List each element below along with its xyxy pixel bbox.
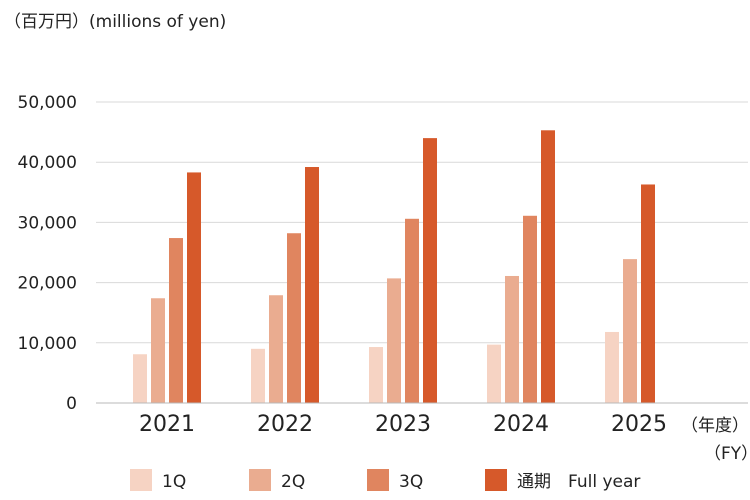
bars bbox=[133, 130, 655, 403]
bar bbox=[187, 172, 201, 403]
x-unit-label: （年度） bbox=[681, 416, 749, 436]
bar bbox=[423, 138, 437, 403]
legend: 1Q 2Q 3Q 通期 Full year bbox=[130, 469, 640, 492]
legend-label: 通期 Full year bbox=[517, 472, 640, 492]
gridlines bbox=[96, 101, 748, 344]
x-category-label: 2021 bbox=[139, 412, 195, 437]
legend-swatch bbox=[367, 469, 389, 491]
legend-swatch bbox=[249, 469, 271, 491]
x-category-labels: 2021 2022 2023 2024 2025 bbox=[139, 412, 667, 437]
bar bbox=[169, 238, 183, 403]
y-tick-label: 20,000 bbox=[18, 274, 77, 294]
bar bbox=[505, 275, 519, 403]
bar bbox=[487, 344, 501, 403]
x-category-label: 2024 bbox=[493, 412, 549, 437]
y-tick-label: 30,000 bbox=[18, 213, 77, 233]
bar bbox=[523, 215, 537, 403]
x-category-label: 2025 bbox=[611, 412, 667, 437]
x-category-label: 2023 bbox=[375, 412, 431, 437]
bar bbox=[369, 347, 383, 403]
bar bbox=[269, 295, 283, 403]
legend-label: 3Q bbox=[399, 472, 423, 492]
bar bbox=[133, 354, 147, 403]
x-category-label: 2022 bbox=[257, 412, 313, 437]
x-unit-label-en: （FY） bbox=[704, 444, 750, 464]
bar bbox=[605, 331, 619, 403]
bar bbox=[623, 259, 637, 403]
bar bbox=[541, 130, 555, 403]
legend-swatch bbox=[485, 469, 507, 491]
bar bbox=[387, 278, 401, 403]
y-tick-label: 10,000 bbox=[18, 334, 77, 354]
legend-label: 2Q bbox=[281, 472, 305, 492]
legend-label: 1Q bbox=[162, 472, 186, 492]
bar bbox=[151, 298, 165, 403]
y-tick-label: 0 bbox=[66, 394, 77, 414]
bar bbox=[641, 184, 655, 403]
y-unit-label: （百万円）(millions of yen) bbox=[4, 12, 226, 32]
bar bbox=[287, 233, 301, 403]
y-tick-label: 40,000 bbox=[18, 153, 77, 173]
y-tick-labels: 0 10,000 20,000 30,000 40,000 50,000 bbox=[18, 93, 77, 414]
bar bbox=[305, 167, 319, 403]
bar bbox=[251, 348, 265, 403]
y-tick-label: 50,000 bbox=[18, 93, 77, 113]
bar bbox=[405, 218, 419, 403]
legend-swatch bbox=[130, 469, 152, 491]
